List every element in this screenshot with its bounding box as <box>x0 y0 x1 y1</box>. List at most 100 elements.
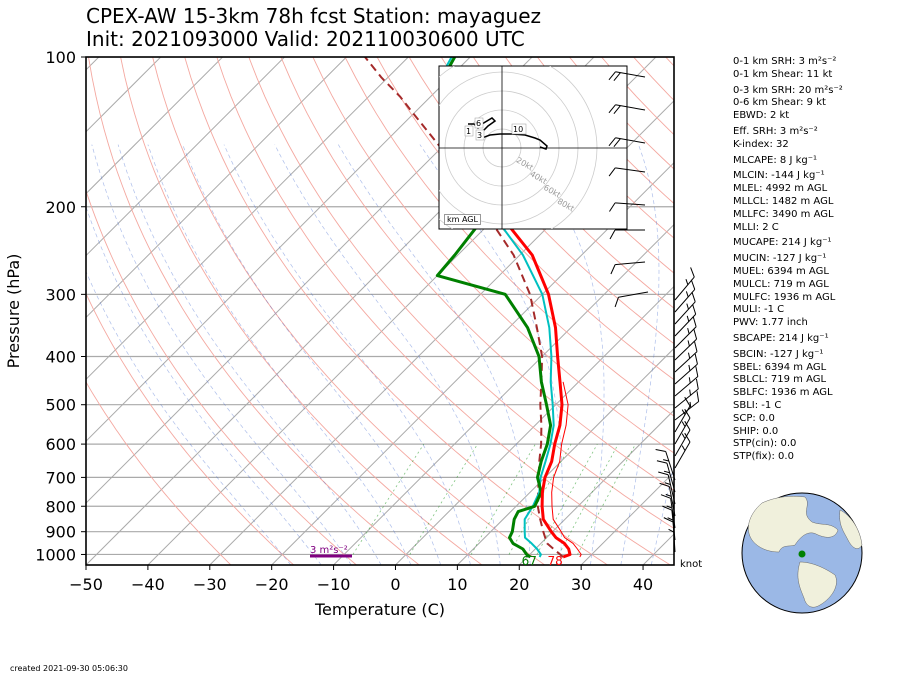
y-tick-label: 900 <box>45 523 76 542</box>
hodograph-frame <box>438 65 628 230</box>
isotherm <box>395 285 674 565</box>
wind-barb <box>609 229 645 240</box>
index-line: SHIP: 0.0 <box>733 425 779 437</box>
temperature-line <box>492 205 572 559</box>
created-timestamp: created 2021-09-30 05:06:30 <box>10 664 128 673</box>
dry-adiabat <box>890 57 906 565</box>
x-tick-label: 10 <box>447 575 467 594</box>
wind-barb <box>674 420 691 457</box>
wind-barb <box>674 291 696 325</box>
y-tick-label: 700 <box>45 468 76 487</box>
index-line: SBCIN: -127 J kg⁻¹ <box>733 348 824 360</box>
moist-adiabat <box>117 144 382 565</box>
wind-barb <box>660 494 676 529</box>
index-line: STP(fix): 0.0 <box>733 451 794 463</box>
index-line: STP(cin): 0.0 <box>733 438 797 450</box>
indices-panel: 0-1 km SRH: 3 m²s⁻² 0-1 km Shear: 11 kt 0-… <box>733 56 843 464</box>
x-tick-label: 20 <box>509 575 529 594</box>
dry-adiabat <box>86 189 357 565</box>
y-tick-label: 1000 <box>35 545 76 564</box>
moist-adiabat <box>223 144 471 565</box>
y-tick-label: 100 <box>45 48 76 67</box>
moist-adiabat <box>337 144 531 565</box>
mixing-ratio-line <box>536 443 598 555</box>
index-line: SBEL: 6394 m AGL <box>733 361 827 373</box>
chart-title: CPEX-AW 15-3km 78h fcst Station: mayague… <box>86 4 542 28</box>
index-line: SBLI: -1 C <box>733 399 782 411</box>
isotherm <box>271 161 674 565</box>
virtual_temperature-line <box>551 381 582 558</box>
isotherm <box>457 347 674 565</box>
index-line: SBLFC: 1936 m AGL <box>733 387 833 399</box>
dry-adiabat <box>86 381 232 565</box>
index-line: MUCAPE: 214 J kg⁻¹ <box>733 237 832 249</box>
x-tick-label: −30 <box>193 575 227 594</box>
index-line: MLCIN: -144 J kg⁻¹ <box>733 170 825 182</box>
isotherm <box>580 471 674 565</box>
moist-adiabat <box>147 144 412 565</box>
index-line: MUCIN: -127 J kg⁻¹ <box>733 253 827 265</box>
x-tick-label: −40 <box>131 575 165 594</box>
moist-adiabat <box>419 144 563 565</box>
hodograph-height-box <box>464 125 474 137</box>
dry-adiabat <box>216 57 671 565</box>
wind-barb <box>674 341 698 373</box>
wind-barb <box>655 449 676 481</box>
wind-barb <box>608 71 646 81</box>
wind-barb <box>674 396 691 433</box>
barb-unit-label: knot <box>680 559 703 570</box>
dry-adiabat <box>858 57 906 565</box>
dry-adiabat <box>472 57 674 274</box>
y-tick-label: 500 <box>45 396 76 415</box>
index-line: SBLCL: 719 m AGL <box>733 374 827 386</box>
wind-barb <box>608 137 646 147</box>
x-tick-label: 40 <box>633 575 653 594</box>
wind-barb <box>614 291 649 308</box>
x-tick-label: −10 <box>317 575 351 594</box>
index-line: 0-3 km SRH: 20 m²s⁻² <box>733 84 843 96</box>
index-line: 0-6 km Shear: 9 kt <box>733 97 826 109</box>
wind-barb <box>674 267 695 301</box>
dry-adiabat <box>248 57 674 530</box>
wind-barb <box>674 304 697 337</box>
wind-barb <box>674 329 698 361</box>
index-line: MLLI: 2 C <box>733 221 779 233</box>
wind-barb <box>663 517 676 553</box>
hodograph-height-label: 1 <box>466 127 471 136</box>
wind-barb <box>608 104 646 114</box>
wind-barb <box>608 167 646 177</box>
wind-barb <box>674 366 699 397</box>
hodograph-height-label: 10 <box>513 125 523 134</box>
wind-barb <box>658 471 676 505</box>
index-line: 0-1 km Shear: 11 kt <box>733 68 833 80</box>
moist-adiabat <box>182 144 442 565</box>
dry-adiabat <box>120 57 483 565</box>
isotherm <box>86 57 347 319</box>
isotherm <box>86 57 409 381</box>
station-marker <box>798 550 806 558</box>
dry-adiabat <box>408 57 674 345</box>
index-line: PWV: 1.77 inch <box>733 317 808 329</box>
wind-barb <box>674 432 691 469</box>
index-line: K-index: 32 <box>733 138 789 150</box>
index-line: EBWD: 2 kt <box>733 110 790 122</box>
wind-barb <box>659 482 676 517</box>
index-line: MLEL: 4992 m AGL <box>733 183 828 195</box>
hodograph-height-label: 3 <box>477 131 482 140</box>
index-line: Eff. SRH: 3 m²s⁻² <box>733 125 818 137</box>
index-line: MULCL: 719 m AGL <box>733 278 829 290</box>
y-tick-label: 400 <box>45 348 76 367</box>
moist-adiabat <box>620 144 660 565</box>
dry-adiabat <box>152 57 545 565</box>
wind-barb <box>610 261 646 275</box>
dry-adiabat <box>86 292 295 565</box>
moist-adiabat <box>86 205 322 565</box>
dry-adiabat <box>184 57 608 565</box>
dry-adiabat <box>280 57 674 491</box>
dry-adiabat <box>440 57 674 309</box>
x-axis-label: Temperature (C) <box>314 600 445 619</box>
moist-adiabat <box>86 270 292 565</box>
index-line: MLLCL: 1482 m AGL <box>733 195 834 207</box>
x-tick-label: −50 <box>69 575 103 594</box>
isotherm <box>86 57 471 442</box>
